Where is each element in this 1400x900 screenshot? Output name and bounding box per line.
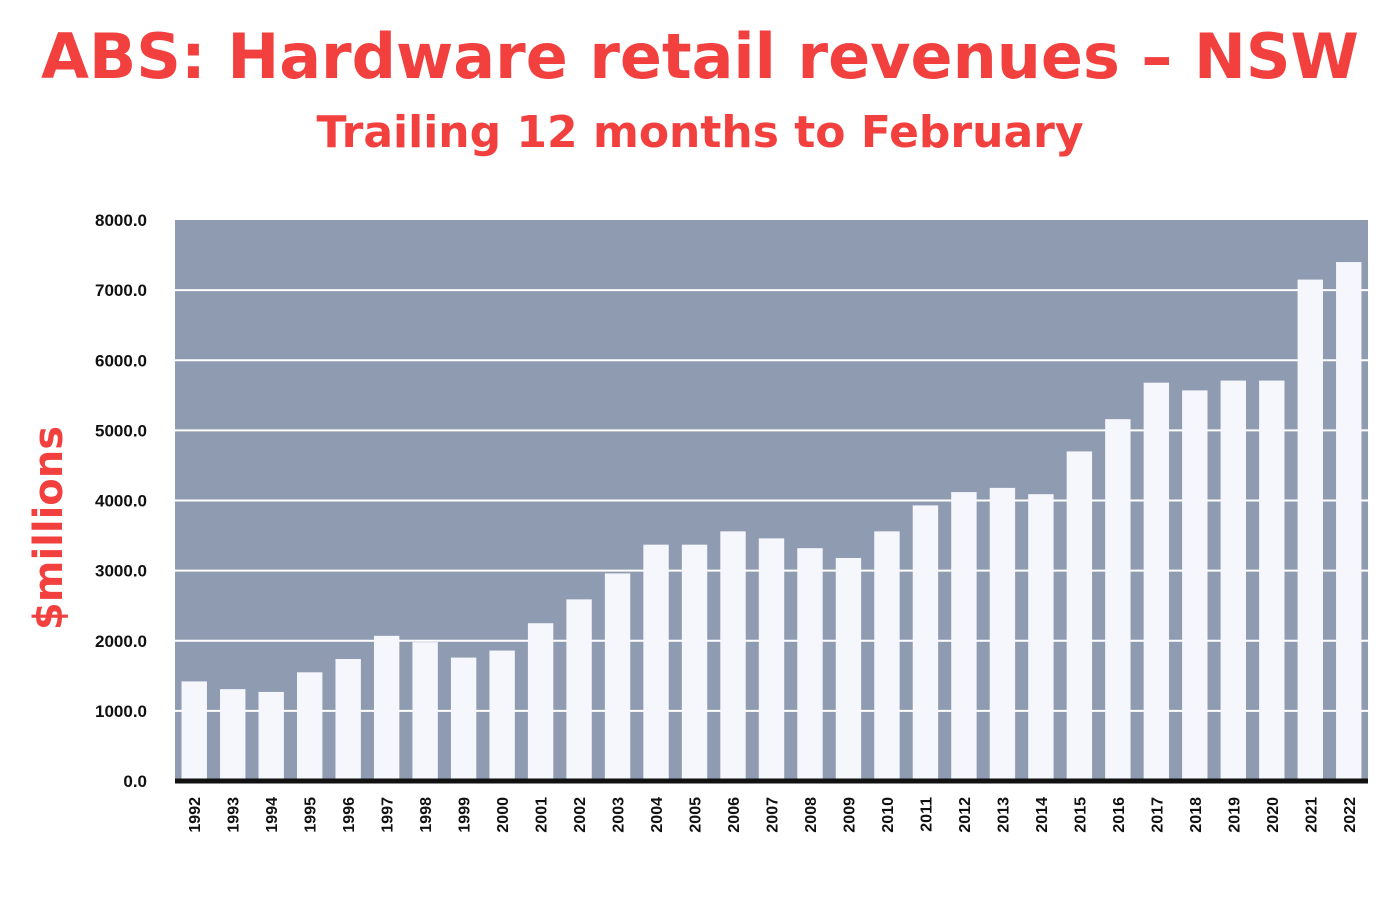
x-tick-label: 2006 xyxy=(726,797,743,833)
x-tick-label: 2018 xyxy=(1188,797,1205,833)
x-tick-label: 1998 xyxy=(418,797,435,833)
x-tick-label: 1992 xyxy=(187,797,204,833)
bar-2003 xyxy=(604,573,631,781)
y-axis-label: $millions xyxy=(26,426,72,630)
bar-2021 xyxy=(1297,279,1323,781)
bar-2015 xyxy=(1066,451,1093,781)
x-tick-label: 2003 xyxy=(611,797,628,833)
bar-2004 xyxy=(643,544,669,781)
bar-2012 xyxy=(951,492,977,781)
y-axis-ticks: 0.0 1000.0 2000.0 3000.0 4000.0 5000.0 6000.0 7… xyxy=(95,211,147,791)
x-tick-label: 2022 xyxy=(1342,797,1359,833)
bar-2001 xyxy=(527,623,554,781)
x-axis-ticks: 1992 1993 1994 1995 1996 1997 1998 1999 2000 2001… xyxy=(187,797,1359,833)
x-tick-label: 1993 xyxy=(226,797,243,833)
bar-2017 xyxy=(1143,382,1170,781)
x-tick-label: 2014 xyxy=(1034,797,1051,833)
x-tick-label: 2016 xyxy=(1111,797,1128,833)
bar-1992 xyxy=(181,681,207,781)
y-tick-label: 5000.0 xyxy=(95,421,147,440)
bars xyxy=(181,262,1362,781)
x-tick-label: 2000 xyxy=(495,797,512,833)
bar-1998 xyxy=(412,642,438,781)
x-tick-label: 2002 xyxy=(572,797,589,833)
x-tick-label: 1994 xyxy=(264,797,281,833)
x-tick-label: 2015 xyxy=(1072,797,1089,833)
bar-1997 xyxy=(373,635,400,781)
y-tick-label: 1000.0 xyxy=(95,702,147,721)
bar-2020 xyxy=(1259,380,1285,781)
y-tick-label: 6000.0 xyxy=(95,351,147,370)
chart-title: ABS: Hardware retail revenues – NSW xyxy=(41,20,1359,93)
x-tick-label: 1999 xyxy=(457,797,474,833)
bar-2008 xyxy=(797,548,823,781)
x-tick-label: 2005 xyxy=(688,797,705,833)
x-tick-label: 1995 xyxy=(303,797,320,833)
y-tick-label: 3000.0 xyxy=(95,562,147,581)
y-tick-label: 4000.0 xyxy=(95,492,147,511)
x-tick-label: 2009 xyxy=(841,797,858,833)
x-tick-label: 2004 xyxy=(649,797,666,833)
x-tick-label: 1996 xyxy=(341,797,358,833)
bar-2011 xyxy=(912,505,939,781)
bar-2006 xyxy=(720,531,746,781)
x-tick-label: 2001 xyxy=(534,797,551,833)
bar-2007 xyxy=(758,538,785,781)
x-tick-label: 2020 xyxy=(1265,797,1282,833)
bar-2000 xyxy=(489,650,515,781)
y-tick-label: 2000.0 xyxy=(95,632,147,651)
bar-2022 xyxy=(1336,262,1362,781)
x-tick-label: 2012 xyxy=(957,797,974,833)
bar-1994 xyxy=(258,691,284,781)
bar-1995 xyxy=(296,672,323,781)
x-tick-label: 2008 xyxy=(803,797,820,833)
x-tick-label: 2011 xyxy=(918,797,935,832)
bar-2016 xyxy=(1105,419,1131,781)
x-tick-label: 1997 xyxy=(380,797,397,833)
x-tick-label: 2017 xyxy=(1149,797,1166,833)
x-tick-label: 2021 xyxy=(1303,797,1320,833)
x-tick-label: 2013 xyxy=(995,797,1012,833)
bar-1993 xyxy=(220,689,246,781)
bar-2013 xyxy=(989,487,1016,781)
y-tick-label: 0.0 xyxy=(123,772,147,791)
bar-2019 xyxy=(1220,380,1247,781)
bar-2014 xyxy=(1028,494,1054,781)
y-tick-label: 7000.0 xyxy=(95,281,147,300)
x-tick-label: 2010 xyxy=(880,797,897,833)
bar-2009 xyxy=(835,558,862,781)
x-tick-label: 2007 xyxy=(765,797,782,833)
chart-subtitle: Trailing 12 months to February xyxy=(316,107,1083,158)
bar-2002 xyxy=(566,599,592,781)
bar-1996 xyxy=(335,658,361,781)
x-tick-label: 2019 xyxy=(1226,797,1243,833)
bar-2010 xyxy=(874,531,900,781)
bar-1999 xyxy=(450,657,477,781)
plot-area xyxy=(175,220,1368,784)
y-tick-label: 8000.0 xyxy=(95,211,147,230)
bar-2005 xyxy=(681,544,708,781)
bar-2018 xyxy=(1182,390,1208,781)
